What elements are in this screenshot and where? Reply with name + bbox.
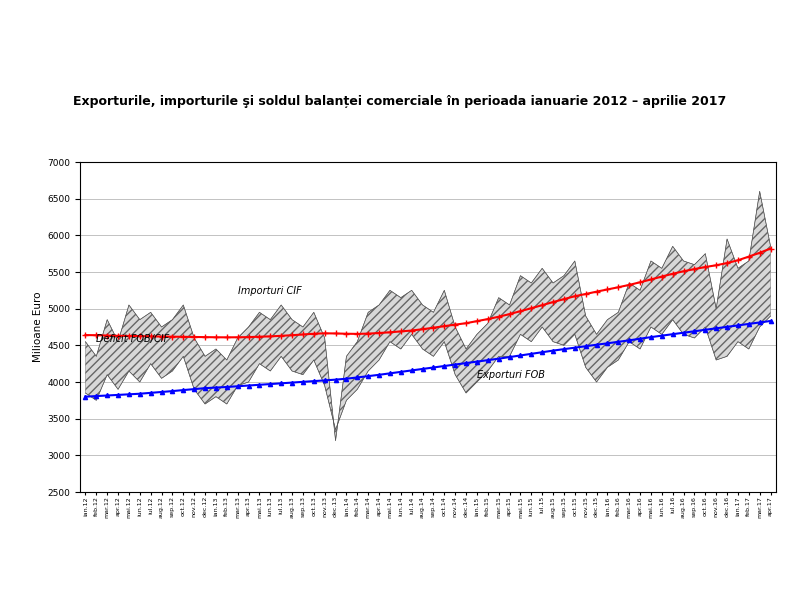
Medie mobila 12 luni - Importuri-CIF — [429, 324, 438, 331]
Medie mobila 12 luni - Importuri-CIF — [538, 302, 547, 309]
Medie mobila 12 luni - Importuri-CIF — [168, 333, 178, 340]
Medie mobila 12 luni - Importuri-CIF — [374, 329, 384, 337]
Medie mobila 12 luni - Exporturi-FOB — [462, 359, 471, 367]
Text: Exporturile, importurile şi soldul balanței comerciale în perioada ianuarie 2012: Exporturile, importurile şi soldul balan… — [74, 95, 726, 109]
Line: Medie mobila 12 luni - Importuri-CIF: Medie mobila 12 luni - Importuri-CIF — [82, 246, 774, 340]
Text: Deficit FOB/CIF: Deficit FOB/CIF — [96, 334, 170, 344]
Medie mobila 12 luni - Exporturi-FOB — [363, 373, 373, 380]
Medie mobila 12 luni - Importuri-CIF — [766, 245, 775, 252]
Text: Importuri CIF: Importuri CIF — [238, 286, 302, 296]
Medie mobila 12 luni - Exporturi-FOB — [526, 350, 536, 358]
Text: Exporturi FOB: Exporturi FOB — [477, 370, 545, 380]
Y-axis label: Milioane Euro: Milioane Euro — [33, 292, 43, 362]
Medie mobila 12 luni - Importuri-CIF — [526, 305, 536, 312]
Line: Medie mobila 12 luni - Exporturi-FOB: Medie mobila 12 luni - Exporturi-FOB — [83, 319, 773, 399]
Medie mobila 12 luni - Importuri-CIF — [81, 331, 90, 338]
Medie mobila 12 luni - Exporturi-FOB — [418, 365, 427, 373]
Medie mobila 12 luni - Importuri-CIF — [472, 317, 482, 325]
Medie mobila 12 luni - Exporturi-FOB — [516, 352, 526, 359]
Medie mobila 12 luni - Exporturi-FOB — [766, 317, 775, 325]
Medie mobila 12 luni - Exporturi-FOB — [168, 388, 178, 395]
Medie mobila 12 luni - Exporturi-FOB — [81, 393, 90, 400]
Medie mobila 12 luni - Importuri-CIF — [222, 334, 232, 341]
